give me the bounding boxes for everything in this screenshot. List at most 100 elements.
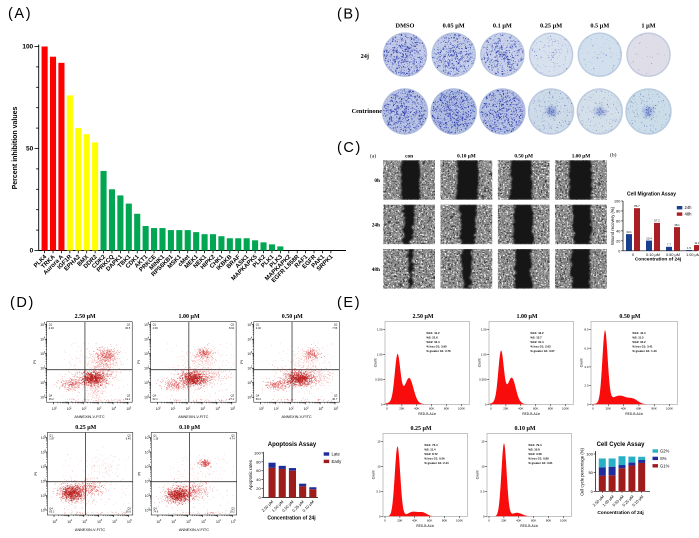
svg-text:60K: 60K [531, 519, 536, 523]
svg-text:%G1: 44.2: %G1: 44.2 [530, 331, 544, 335]
svg-text:1.00: 1.00 [481, 353, 487, 357]
svg-text:10: 10 [144, 323, 148, 327]
svg-text:10: 10 [40, 352, 44, 356]
svg-text:PI: PI [33, 472, 38, 476]
svg-text:2: 2 [148, 366, 150, 369]
svg-text:0: 0 [485, 402, 487, 406]
svg-text:24h: 24h [685, 205, 693, 210]
svg-text:10: 10 [67, 407, 71, 411]
svg-text:Count: Count [372, 470, 376, 479]
svg-text:10: 10 [186, 407, 190, 411]
svg-text:50: 50 [26, 146, 34, 153]
svg-text:ANNEXIN-V-FITC: ANNEXIN-V-FITC [75, 528, 105, 532]
svg-text:1.00 μM: 1.00 μM [686, 253, 699, 257]
svg-text:PI: PI [32, 360, 37, 364]
svg-text:7.56: 7.56 [332, 326, 338, 330]
svg-text:40K: 40K [414, 407, 419, 411]
svg-text:10: 10 [41, 494, 45, 498]
svg-text:62.1: 62.1 [153, 397, 159, 401]
svg-text:(E): (E) [337, 295, 361, 311]
svg-text:48h: 48h [685, 212, 693, 217]
svg-text:0.50 μM: 0.50 μM [282, 314, 303, 320]
svg-text:57.2: 57.2 [654, 219, 660, 223]
svg-text:10: 10 [481, 465, 485, 469]
svg-text:1.50: 1.50 [481, 328, 487, 332]
svg-text:40K: 40K [518, 407, 523, 411]
svg-text:60K: 60K [636, 407, 641, 411]
svg-text:3: 3 [44, 351, 46, 354]
svg-text:0.10 μM: 0.10 μM [514, 426, 535, 432]
svg-text:RED-B-ALin: RED-B-ALin [625, 412, 643, 416]
svg-text:4: 4 [115, 406, 117, 409]
svg-text:5: 5 [148, 435, 150, 438]
svg-text:100: 100 [22, 44, 33, 51]
svg-text:Apoptotic rates: Apoptotic rates [248, 459, 253, 490]
svg-text:%S: 10.8: %S: 10.8 [528, 448, 540, 452]
svg-text:10: 10 [201, 520, 205, 524]
svg-text:10: 10 [40, 338, 44, 342]
svg-text:4.0: 4.0 [584, 365, 589, 369]
svg-text:3: 3 [100, 406, 102, 409]
svg-text:4: 4 [148, 337, 150, 340]
svg-text:DMSO: DMSO [396, 23, 415, 30]
svg-text:80K: 80K [546, 519, 551, 523]
svg-text:% greater G1: 3.61: % greater G1: 3.61 [528, 461, 553, 465]
svg-text:4: 4 [44, 337, 46, 340]
svg-text:Wound recovery (%): Wound recovery (%) [610, 206, 615, 245]
svg-text:0: 0 [618, 249, 620, 253]
svg-text:10: 10 [247, 338, 251, 342]
svg-text:3: 3 [307, 406, 309, 409]
svg-text:2: 2 [292, 406, 294, 409]
svg-text:4: 4 [116, 519, 118, 522]
svg-text:10: 10 [186, 520, 190, 524]
svg-text:10: 10 [156, 520, 160, 524]
svg-text:0: 0 [587, 402, 589, 406]
svg-text:RED-B-ALin: RED-B-ALin [522, 412, 540, 416]
svg-text:10: 10 [304, 407, 308, 411]
svg-text:10: 10 [144, 396, 148, 400]
svg-text:4: 4 [44, 450, 46, 453]
svg-text:4: 4 [219, 519, 221, 522]
svg-text:Count: Count [580, 358, 584, 367]
svg-text:%S: 11.5: %S: 11.5 [632, 336, 644, 340]
svg-text:5: 5 [337, 406, 339, 409]
svg-text:2: 2 [44, 366, 46, 369]
svg-text:1: 1 [251, 380, 253, 383]
svg-text:10: 10 [247, 396, 251, 400]
svg-text:26.6: 26.6 [126, 510, 132, 514]
svg-text:0: 0 [483, 514, 485, 518]
svg-text:80K: 80K [548, 407, 553, 411]
svg-text:2: 2 [44, 479, 46, 482]
svg-text:4.94: 4.94 [49, 326, 55, 330]
svg-text:%G2: 34.4: %G2: 34.4 [426, 340, 440, 344]
svg-text:Q3: Q3 [231, 507, 235, 511]
svg-text:10: 10 [97, 407, 101, 411]
svg-text:20: 20 [256, 486, 261, 491]
svg-text:0: 0 [488, 519, 490, 523]
svg-text:5: 5 [234, 406, 236, 409]
svg-text:6.46: 6.46 [126, 437, 132, 441]
svg-text:Percent inhibition values: Percent inhibition values [12, 106, 19, 189]
svg-text:Q2: Q2 [334, 323, 338, 327]
svg-text:15: 15 [481, 440, 485, 444]
svg-text:% less G1: 0.56: % less G1: 0.56 [424, 457, 445, 461]
svg-text:11.1: 11.1 [694, 241, 699, 245]
svg-text:G1%: G1% [660, 463, 670, 468]
svg-text:2: 2 [189, 406, 191, 409]
svg-text:60: 60 [616, 219, 620, 223]
svg-text:Cell Cycle Assay: Cell Cycle Assay [597, 442, 645, 448]
svg-text:3: 3 [101, 519, 103, 522]
svg-text:Late: Late [332, 452, 341, 457]
svg-text:10: 10 [247, 381, 251, 385]
svg-text:10: 10 [259, 407, 263, 411]
svg-text:0.25 μM: 0.25 μM [410, 426, 431, 432]
svg-text:0.1 μM: 0.1 μM [493, 23, 512, 30]
svg-text:% greater G1: 3.76: % greater G1: 3.76 [426, 349, 451, 353]
svg-text:59.4: 59.4 [256, 397, 262, 401]
svg-text:45.2: 45.2 [49, 397, 55, 401]
svg-text:10: 10 [230, 407, 234, 411]
svg-text:4: 4 [251, 337, 253, 340]
svg-text:10: 10 [333, 407, 337, 411]
svg-text:10: 10 [171, 407, 175, 411]
svg-text:10: 10 [247, 352, 251, 356]
